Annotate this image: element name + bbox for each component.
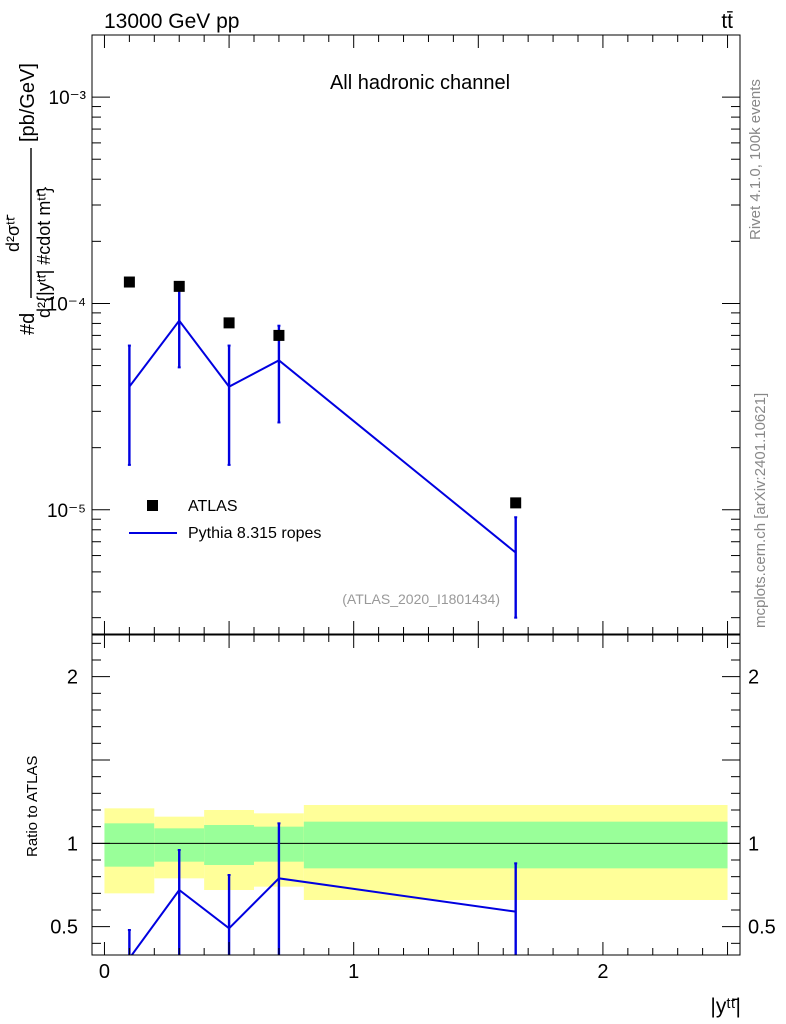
mcplots-label: mcplots.cern.ch [arXiv:2401.10621] [752,393,769,628]
x-axis-label: |yᵗᵗ̄| [710,995,741,1018]
bottom-y-tick-label-right: 2 [748,667,759,689]
bottom-frame [91,634,741,956]
atlas-data-point [173,280,185,292]
plot-title: All hadronic channel [330,72,510,94]
bottom-y-tick-label-left: 2 [67,667,78,689]
uncertainty-band-inner [104,823,155,867]
top-data-layer [123,276,522,619]
top-y-axis-label: #d d²σᵗᵗ̄ d²{|yᵗᵗ̄| #cdot mᵗᵗ̄} [pb/GeV] [3,63,54,335]
atlas-data-point [223,317,235,329]
header-left: 13000 GeV pp [104,10,239,33]
atlas-data-point [510,497,522,509]
pythia-curve [128,319,517,554]
bottom-y-tick-label-left: 1 [67,833,78,855]
header-right: tt̄ [721,10,733,33]
uncertainty-band-inner [204,825,254,865]
analysis-watermark: (ATLAS_2020_I1801434) [342,591,500,607]
legend-atlas-label: ATLAS [188,498,238,515]
rivet-version-label: Rivet 4.1.0, 100k events [747,79,764,240]
legend-atlas-marker [147,500,158,511]
bottom-y-tick-label-left: 0.5 [50,917,78,939]
bottom-y-tick-label-right: 1 [748,833,759,855]
top-ylabel-denominator: d²{|yᵗᵗ̄| #cdot mᵗᵗ̄} [34,187,54,318]
x-tick-label: 0 [99,961,110,983]
top-y-tick-label: 10⁻⁵ [47,501,86,522]
ratio-y-axis-label: Ratio to ATLAS [24,756,41,857]
bottom-y-tick-label-right: 0.5 [748,917,776,939]
top-y-tick-label: 10⁻³ [49,88,87,109]
ratio-bands [104,805,728,900]
x-tick-label: 2 [597,961,608,983]
top-ylabel-units: [pb/GeV] [17,63,39,142]
top-ylabel-prefix: #d [17,313,39,335]
atlas-data-point [123,276,135,288]
bottom-axes: 0 1 2 0.5 0.5 1 1 2 2 [50,634,776,983]
ratio-data-layer [92,822,740,955]
uncertainty-band-inner [303,821,728,869]
legend: ATLAS Pythia 8.315 ropes [129,498,321,542]
atlas-data-point [273,329,285,341]
top-y-tick-label: 10⁻⁴ [47,294,86,315]
x-tick-label: 1 [348,961,359,983]
legend-pythia-label: Pythia 8.315 ropes [188,525,321,542]
top-ylabel-numerator: d²σᵗᵗ̄ [3,214,23,252]
top-axes: 10⁻³ 10⁻⁴ 10⁻⁵ [47,34,741,635]
top-frame [91,34,741,635]
